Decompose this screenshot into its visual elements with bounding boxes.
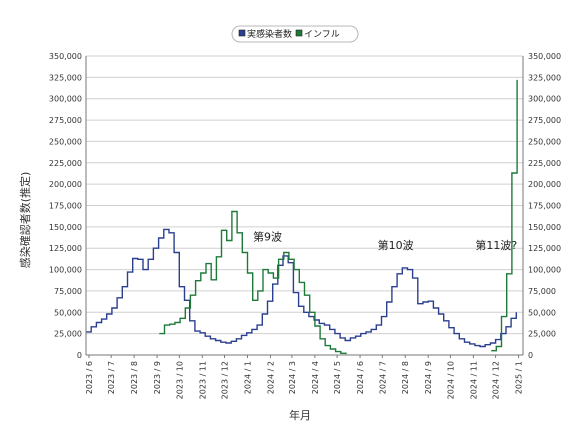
series-line-0 [86,228,517,348]
y-tick-label-left: 275,000 [49,116,82,125]
x-tick-label: 2024 / 4 [311,361,320,394]
series-lines [86,79,518,355]
wave-annotation: 第11波? [475,238,517,252]
y-tick-label-right: 200,000 [528,180,561,189]
legend-swatch-flu [295,29,303,37]
y-tick-label-left: 25,000 [54,330,82,339]
x-tick-label: 2024 / 11 [469,361,478,399]
x-tick-label: 2023 / 10 [175,361,184,399]
legend-swatch-actual [238,29,246,37]
x-tick-label: 2024 / 1 [243,361,252,394]
x-tick-label: 2023 / 6 [85,361,94,394]
y-tick-label-right: 225,000 [528,159,561,168]
y-tick-label-left: 250,000 [49,137,82,146]
x-tick-label: 2023 / 12 [221,361,230,399]
y-tick-label-left: 175,000 [49,202,82,211]
x-tick-label: 2024 / 7 [378,361,387,394]
y-tick-label-right: 150,000 [528,223,561,232]
x-tick-label: 2024 / 6 [356,361,365,394]
y-tick-label-right: 250,000 [528,137,561,146]
x-axis-title: 年月 [289,408,311,422]
x-tick-label: 2023 / 9 [153,361,162,394]
x-tick-label: 2024 / 8 [401,361,410,394]
y-tick-label-left: 150,000 [49,223,82,232]
y-tick-label-left: 50,000 [54,308,82,317]
y-tick-labels-left: 0 25,000 50,000 75,000 100,000 125,000 150,000… [49,52,82,360]
x-tick-label: 2024 / 10 [446,361,455,399]
y-tick-label-right: 300,000 [528,95,561,104]
legend-label-actual: 実感染者数 [247,28,292,40]
y-tick-label-left: 75,000 [54,287,82,296]
wave-annotation: 第10波 [378,238,414,252]
legend: 実感染者数 インフル [231,25,359,43]
legend-frame [231,25,359,43]
y-tick-label-right: 275,000 [528,116,561,125]
x-tick-label: 2023 / 11 [198,361,207,399]
y-tick-labels-right: 0 25,000 50,000 75,000 100,000 125,000 150,000… [528,52,561,360]
x-tick-label: 2024 / 3 [288,361,297,394]
y-tick-label-left: 325,000 [49,73,82,82]
y-tick-label-right: 100,000 [528,266,561,275]
y-tick-label-right: 0 [528,351,533,360]
y-tick-label-right: 175,000 [528,202,561,211]
y-tick-label-right: 50,000 [528,308,556,317]
y-tick-label-right: 350,000 [528,52,561,61]
y-tick-label-left: 125,000 [49,244,82,253]
wave-annotation: 第9波 [253,230,282,244]
y-tick-label-left: 0 [77,351,82,360]
y-tick-label-left: 350,000 [49,52,82,61]
legend-label-flu: インフル [304,30,340,40]
y-tick-label-right: 325,000 [528,73,561,82]
y-tick-label-left: 100,000 [49,266,82,275]
y-tick-label-right: 125,000 [528,244,561,253]
x-tick-labels: 2023 / 6 2023 / 7 2023 / 8 2023 / 9 2023 / 1… [85,355,524,399]
x-tick-label: 2024 / 9 [424,361,433,394]
y-tick-label-right: 75,000 [528,287,556,296]
x-tick-label: 2024 / 2 [266,361,275,394]
y-tick-label-left: 200,000 [49,180,82,189]
y-tick-label-left: 300,000 [49,95,82,104]
x-tick-label: 2023 / 7 [107,361,116,394]
x-tick-label: 2024 / 12 [492,361,501,399]
x-tick-label: 2024 / 5 [333,361,342,394]
y-axis-title: 感染確認者数(推定) [18,172,32,269]
x-tick-label: 2023 / 8 [130,361,139,394]
x-tick-label: 2025 / 1 [515,361,524,394]
y-tick-label-left: 225,000 [49,159,82,168]
series-line-1 [159,79,518,355]
y-tick-label-right: 25,000 [528,330,556,339]
